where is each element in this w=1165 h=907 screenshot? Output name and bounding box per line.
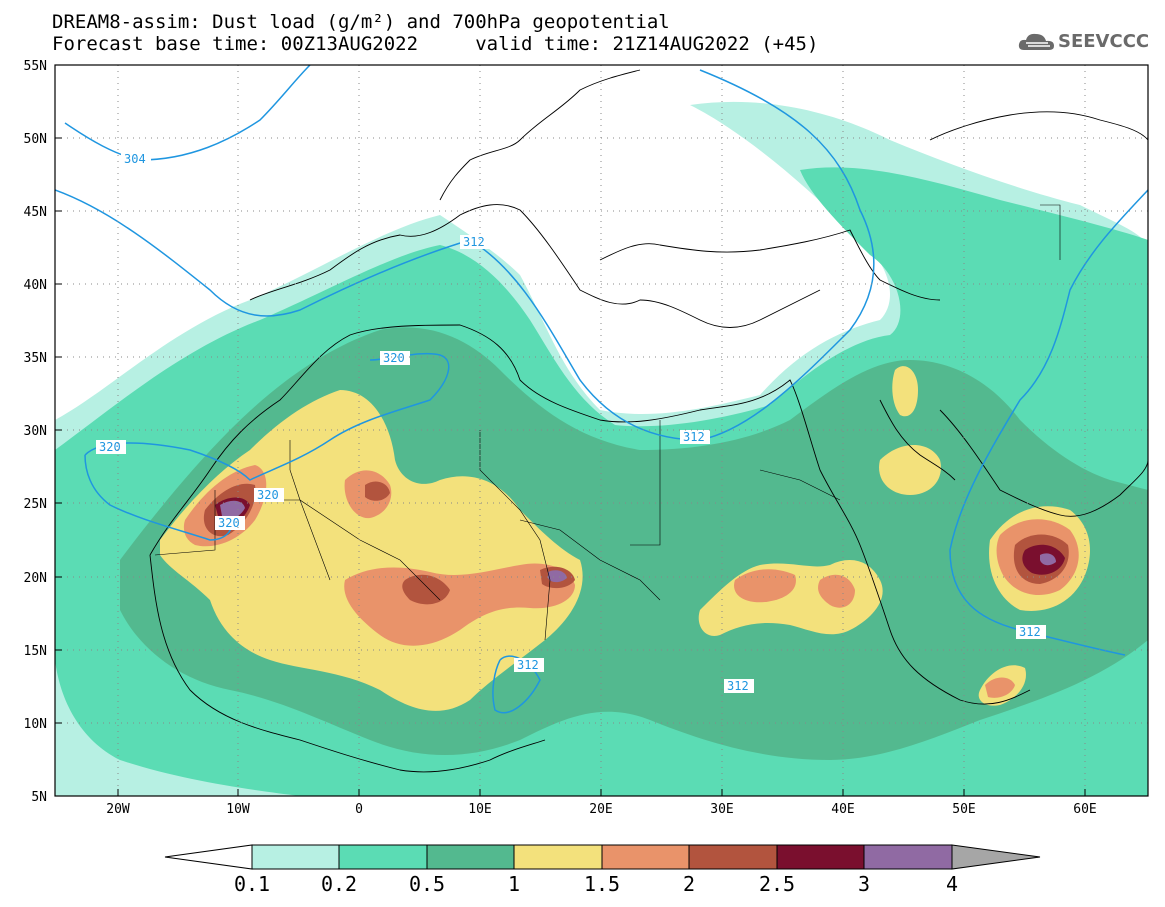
contour-label: 320 bbox=[383, 351, 405, 365]
lat-label: 20N bbox=[24, 571, 47, 586]
colorbar-tick-label: 1 bbox=[508, 872, 520, 896]
contour-label: 312 bbox=[683, 430, 705, 444]
colorbar-tick-label: 0.5 bbox=[409, 872, 445, 896]
lat-label: 35N bbox=[24, 351, 47, 366]
colorbar-swatch bbox=[601, 844, 690, 870]
contour-label: 312 bbox=[463, 235, 485, 249]
colorbar-tick-label: 4 bbox=[946, 872, 958, 896]
map-title: DREAM8-assim: Dust load (g/m²) and 700hP… bbox=[52, 11, 670, 33]
colorbar-swatch bbox=[338, 844, 428, 870]
lat-label: 5N bbox=[31, 790, 47, 805]
graticule bbox=[55, 65, 1148, 796]
dust-field bbox=[55, 101, 1148, 796]
colorbar: 0.1 0.2 0.5 1 1.5 2 2.5 3 4 bbox=[164, 844, 1041, 896]
lon-label: 10E bbox=[468, 802, 491, 817]
contour-label: 304 bbox=[124, 152, 146, 166]
colorbar-tick-label: 1.5 bbox=[584, 872, 620, 896]
colorbar-swatch bbox=[513, 844, 603, 870]
colorbar-swatch bbox=[776, 844, 865, 870]
logo-text: SEEVCCC bbox=[1058, 31, 1150, 52]
colorbar-tick-label: 0.1 bbox=[234, 872, 270, 896]
colorbar-swatch bbox=[688, 844, 778, 870]
lat-label: 10N bbox=[24, 717, 47, 732]
lat-label: 50N bbox=[24, 132, 47, 147]
coastlines bbox=[149, 69, 1148, 773]
lat-label: 25N bbox=[24, 497, 47, 512]
lon-label: 10W bbox=[226, 802, 250, 817]
longitude-labels: 20W 10W 0 10E 20E 30E 40E 50E 60E bbox=[106, 802, 1096, 817]
colorbar-swatch bbox=[251, 844, 340, 870]
lon-label: 60E bbox=[1073, 802, 1096, 817]
contour-label: 312 bbox=[1019, 625, 1041, 639]
contour-label: 320 bbox=[257, 488, 279, 502]
contour-label: 312 bbox=[517, 658, 539, 672]
lon-label: 40E bbox=[831, 802, 854, 817]
colorbar-tick-label: 3 bbox=[858, 872, 870, 896]
borders bbox=[154, 204, 1061, 641]
colorbar-swatch bbox=[426, 844, 515, 870]
lon-label: 50E bbox=[952, 802, 975, 817]
colorbar-tick-label: 0.2 bbox=[321, 872, 357, 896]
contour-label: 320 bbox=[99, 440, 121, 454]
contour-label: 320 bbox=[218, 516, 240, 530]
lon-label: 20W bbox=[106, 802, 130, 817]
lat-label: 15N bbox=[24, 644, 47, 659]
contour-label: 312 bbox=[727, 679, 749, 693]
lat-label: 30N bbox=[24, 424, 47, 439]
lat-label: 40N bbox=[24, 278, 47, 293]
latitude-labels: 55N 50N 45N 40N 35N 30N 25N 20N 15N 10N … bbox=[24, 59, 47, 805]
logo bbox=[1018, 33, 1054, 50]
colorbar-tick-label: 2 bbox=[683, 872, 695, 896]
colorbar-high-arrow bbox=[951, 844, 1041, 870]
colorbar-low-arrow bbox=[164, 844, 253, 870]
lon-label: 0 bbox=[355, 802, 363, 817]
lat-label: 45N bbox=[24, 205, 47, 220]
contour-labels: 304 312 320 320 320 320 312 312 312 312 bbox=[96, 152, 1046, 693]
colorbar-tick-label: 2.5 bbox=[759, 872, 795, 896]
lon-label: 30E bbox=[710, 802, 733, 817]
colorbar-swatch bbox=[863, 844, 953, 870]
lat-label: 55N bbox=[24, 59, 47, 74]
tick-marks bbox=[55, 137, 1086, 796]
forecast-time-line: Forecast base time: 00Z13AUG2022 valid t… bbox=[52, 33, 819, 55]
cloud-icon bbox=[1018, 33, 1054, 50]
lon-label: 20E bbox=[589, 802, 612, 817]
